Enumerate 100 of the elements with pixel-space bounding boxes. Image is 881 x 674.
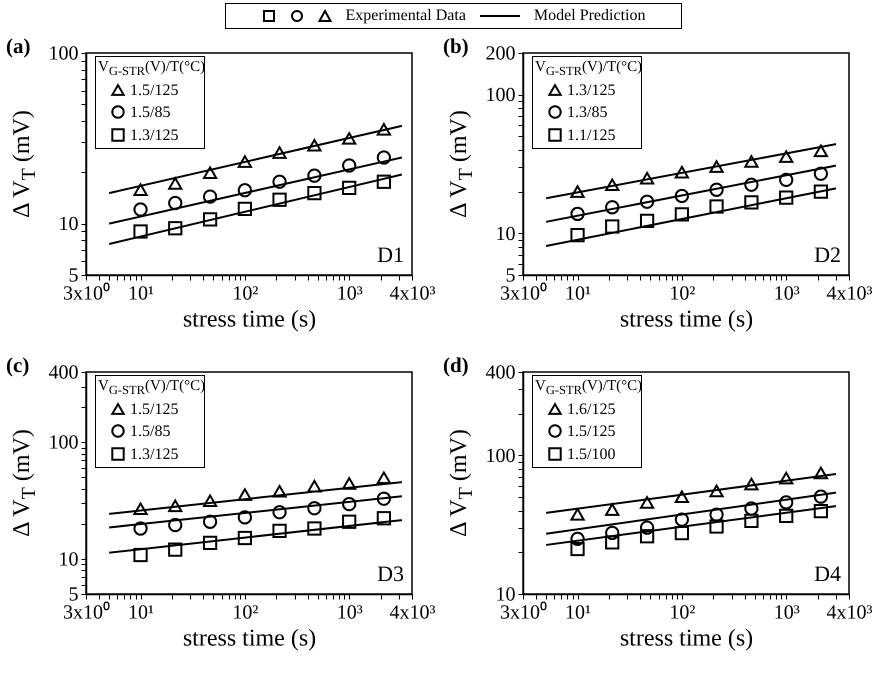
- x-tick-label: 10¹: [128, 282, 154, 304]
- x-axis-title: stress time (s): [182, 626, 316, 652]
- point: [342, 496, 356, 512]
- point: [709, 160, 724, 173]
- point: [814, 184, 828, 199]
- point: [202, 212, 218, 226]
- point: [640, 520, 654, 535]
- point: [202, 166, 218, 179]
- point: [376, 174, 391, 189]
- point: [133, 548, 148, 562]
- point: [744, 514, 759, 528]
- point: [674, 490, 689, 503]
- legend-label: 1.5/85: [130, 423, 170, 440]
- point: [133, 502, 148, 516]
- point: [238, 183, 252, 198]
- point: [168, 221, 182, 236]
- point: [674, 166, 689, 178]
- point: [744, 501, 759, 516]
- y-tick-label: 100: [486, 444, 516, 467]
- point: [640, 529, 654, 544]
- x-tick-label: 10¹: [128, 602, 154, 624]
- point: [376, 492, 391, 506]
- point: [570, 206, 585, 222]
- point: [605, 535, 620, 550]
- point: [307, 186, 322, 200]
- point: [605, 219, 620, 234]
- y-tick-label: 100: [486, 84, 516, 106]
- legend-label: 1.3/125: [567, 82, 616, 99]
- point: [605, 503, 620, 516]
- point: [570, 532, 585, 546]
- legend-title: V$_{G-STR}$(V)/T(°C): [535, 378, 642, 398]
- x-tick-label: 4x10³: [390, 602, 436, 624]
- x-tick-label: 10¹: [565, 282, 592, 304]
- point: [238, 155, 252, 168]
- y-tick-label: 400: [48, 362, 78, 384]
- x-axis-title: stress time (s): [182, 306, 316, 332]
- point: [376, 150, 391, 165]
- point: [272, 524, 287, 538]
- point: [709, 508, 724, 522]
- legend-title: V$_{G-STR}$(V)/T(°C): [535, 59, 642, 79]
- chart-title: (a): [6, 34, 30, 58]
- point: [133, 183, 148, 196]
- point: [133, 521, 148, 536]
- point: [779, 508, 794, 524]
- point: [272, 505, 287, 520]
- point: [779, 190, 794, 205]
- legend-label: 1.5/125: [130, 401, 178, 418]
- point: [814, 490, 828, 504]
- point: [674, 188, 689, 204]
- point: [133, 202, 148, 217]
- point: [814, 166, 828, 181]
- point: [238, 510, 252, 524]
- legend-label: 1.5/125: [567, 423, 616, 440]
- x-tick-label: 10³: [336, 602, 363, 624]
- point: [376, 511, 391, 526]
- point: [744, 178, 759, 192]
- point: [814, 144, 828, 158]
- y-tick-label: 200: [486, 42, 516, 64]
- point: [709, 182, 724, 197]
- point: [307, 168, 322, 183]
- text: Experimental Data: [346, 7, 466, 25]
- point: [779, 495, 794, 510]
- point: [342, 158, 356, 173]
- point: [307, 501, 322, 516]
- point: [307, 521, 322, 536]
- point: [605, 526, 620, 540]
- x-tick-label: 10³: [774, 602, 800, 624]
- point: [779, 150, 794, 163]
- point: [814, 466, 828, 480]
- legend-label: 1.6/125: [567, 401, 616, 418]
- point: [744, 155, 759, 168]
- x-axis-title: stress time (s): [620, 306, 754, 332]
- point: [202, 514, 218, 529]
- chart-title: (d): [443, 353, 469, 377]
- legend-label: 1.5/85: [130, 104, 170, 121]
- point: [376, 471, 391, 484]
- legend-label: 1.5/125: [130, 82, 178, 99]
- x-tick-label: 10²: [232, 282, 258, 304]
- point: [272, 174, 287, 189]
- point: [744, 478, 759, 490]
- point: [779, 172, 794, 187]
- x-tick-label: 4x10³: [826, 602, 872, 624]
- y-tick-label: 10: [58, 548, 78, 570]
- chart-title: (c): [6, 353, 30, 377]
- x-tick-label: 4x10³: [390, 282, 436, 304]
- point: [238, 202, 252, 216]
- y-tick-label: 100: [48, 432, 78, 454]
- point: [168, 196, 182, 210]
- y-tick-label: 10: [58, 213, 78, 236]
- y-tick-label: 400: [486, 362, 516, 384]
- point: [674, 526, 689, 540]
- point: [709, 199, 724, 214]
- point: [168, 542, 182, 557]
- text: Model Prediction: [534, 7, 646, 25]
- x-tick-label: 10²: [669, 602, 696, 624]
- point: [342, 477, 356, 490]
- legend-label: 1.3/125: [130, 127, 178, 144]
- point: [307, 480, 322, 492]
- point: [202, 190, 218, 204]
- point: [342, 514, 356, 529]
